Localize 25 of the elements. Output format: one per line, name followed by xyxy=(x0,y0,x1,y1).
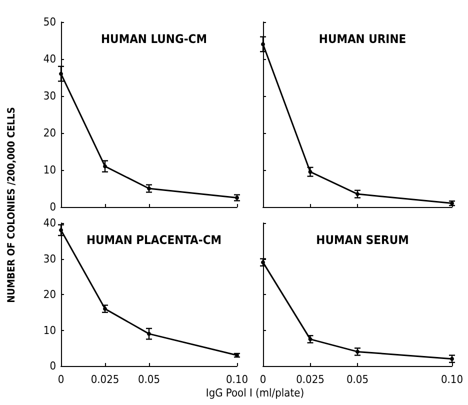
y-tick-label: 30 xyxy=(43,252,56,266)
x-tick-label: 0.025 xyxy=(90,373,120,386)
y-tick-label: 40 xyxy=(43,216,56,230)
x-tick-label: 0.05 xyxy=(346,373,369,386)
x-tick-label: 0 xyxy=(260,373,266,386)
x-tick-label: 0 xyxy=(58,373,64,386)
y-tick-label: 0 xyxy=(50,360,56,372)
y-tick-label: 10 xyxy=(43,164,56,176)
text: HUMAN URINE xyxy=(318,32,406,46)
y-tick-label: 10 xyxy=(43,324,56,337)
y-tick-label: 20 xyxy=(43,126,56,140)
x-tick-label: 0.025 xyxy=(296,373,324,386)
x-tick-label: 0.05 xyxy=(138,373,160,386)
y-tick-label: 40 xyxy=(43,52,56,66)
y-tick-label: 0 xyxy=(50,200,56,214)
x-axis-title: IgG Pool I (ml/plate) xyxy=(206,386,304,400)
text: HUMAN PLACENTA-CM xyxy=(86,233,222,247)
y-axis-title: NUMBER OF COLONIES /200,000 CELLS xyxy=(6,107,18,303)
y-tick-label: 20 xyxy=(43,288,56,301)
y-tick-label: 50 xyxy=(43,16,56,28)
text: HUMAN SERUM xyxy=(316,233,409,247)
text: HUMAN LUNG-CM xyxy=(101,32,207,46)
x-tick-label: 0.10 xyxy=(440,373,464,386)
y-tick-label: 30 xyxy=(43,90,56,102)
x-tick-label: 0.10 xyxy=(226,373,248,386)
